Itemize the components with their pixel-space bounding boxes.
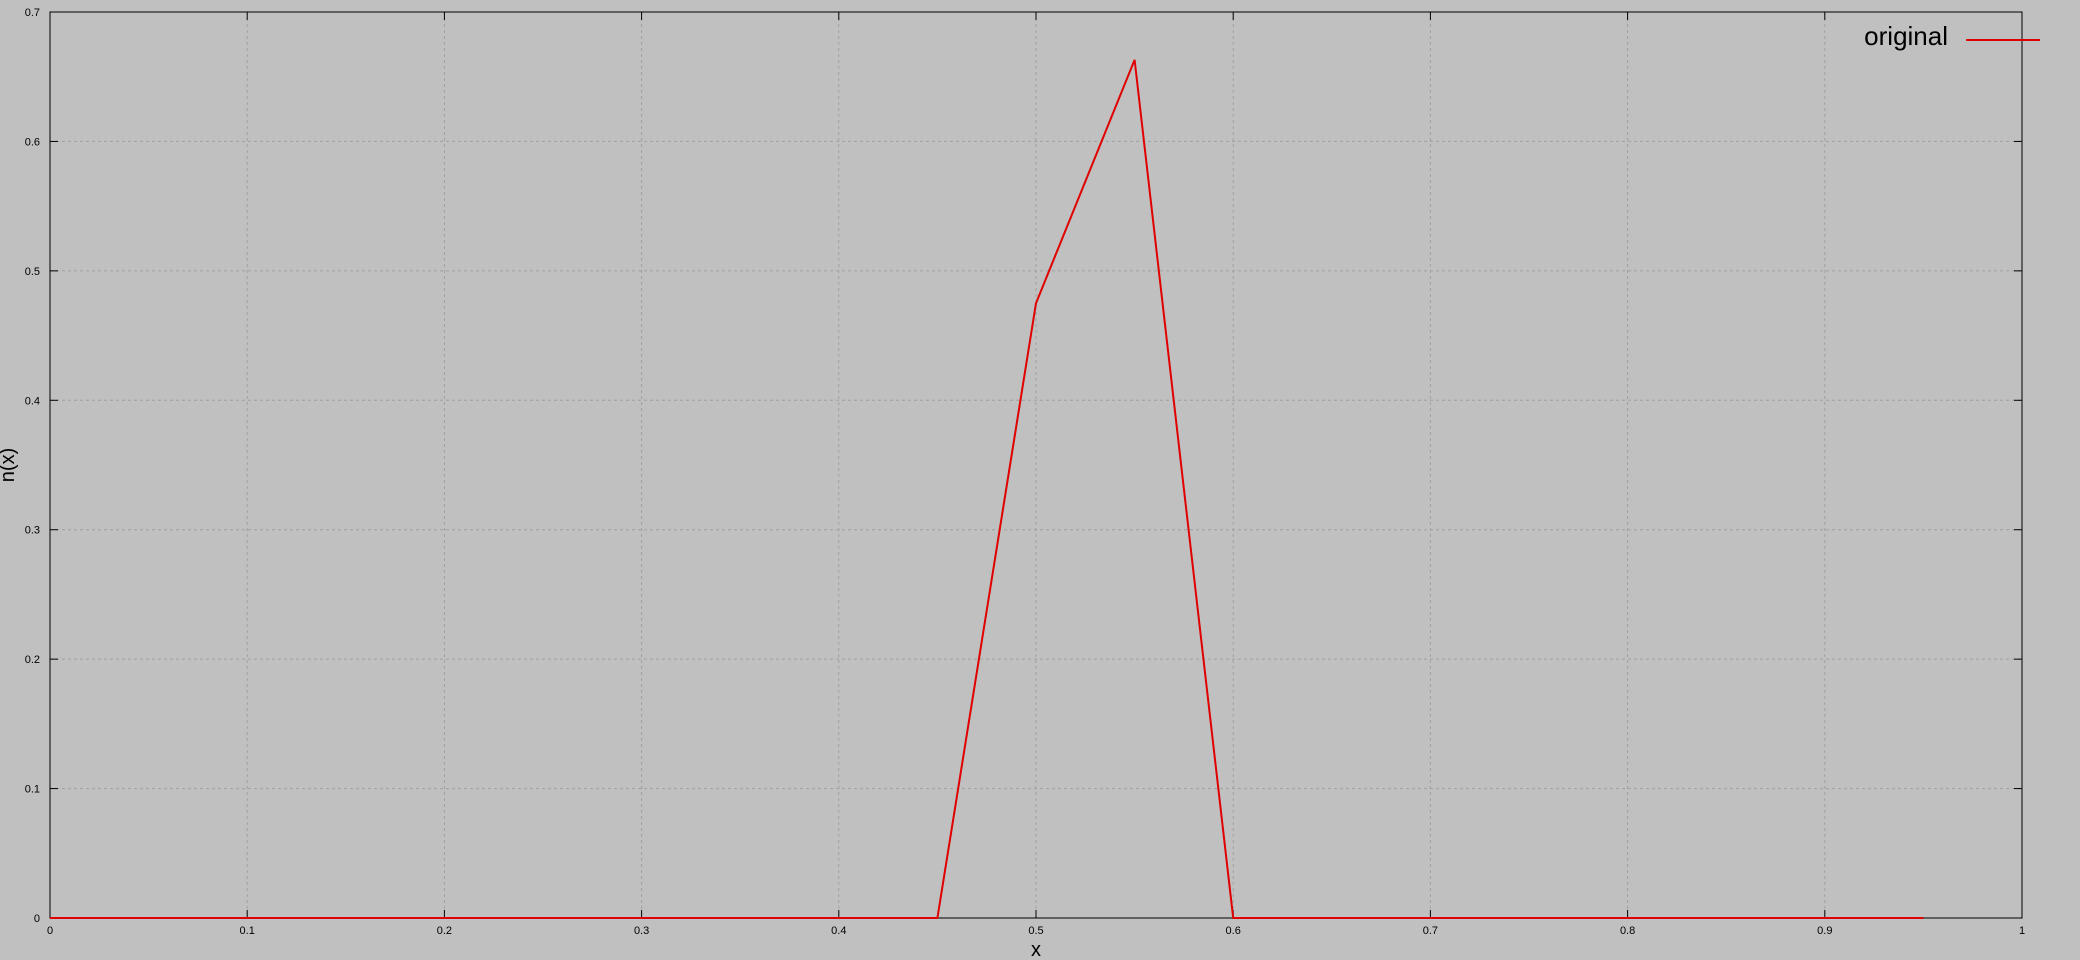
y-tick-label: 0 [34,913,40,925]
y-tick-label: 0.3 [25,525,40,537]
legend-label-original: original [1864,21,1948,51]
data-series [50,59,1924,919]
series-line-original [50,59,1924,919]
x-tick-label: 1 [2019,925,2025,937]
y-tick-label: 0.5 [25,266,40,278]
y-tick-label: 0.2 [25,654,40,666]
x-tick-label: 0.7 [1423,925,1438,937]
x-tick-label: 0.3 [634,925,649,937]
tick-labels: 0 0.1 0.2 0.3 0.4 0.5 0.6 0.7 0.8 0.9 1 0 0.1 0.2 0.3 0… [25,7,2025,937]
y-axis-label: n(x) [0,448,19,482]
y-tick-label: 0.6 [25,136,40,148]
axes [49,11,2023,919]
x-axis-label: x [1031,939,1041,960]
x-tick-label: 0.9 [1817,925,1832,937]
x-tick-label: 0.5 [1028,925,1043,937]
x-tick-label: 0.8 [1620,925,1635,937]
x-tick-label: 0 [47,925,53,937]
x-tick-label: 0.2 [437,925,452,937]
x-tick-label: 0.1 [240,925,255,937]
grid-lines [50,12,2022,918]
x-tick-label: 0.6 [1226,925,1241,937]
plot-border [49,11,2023,919]
y-tick-label: 0.4 [25,395,40,407]
y-tick-label: 0.1 [25,784,40,796]
x-tick-label: 0.4 [831,925,846,937]
y-tick-label: 0.7 [25,7,40,19]
legend: original [1864,21,2040,51]
